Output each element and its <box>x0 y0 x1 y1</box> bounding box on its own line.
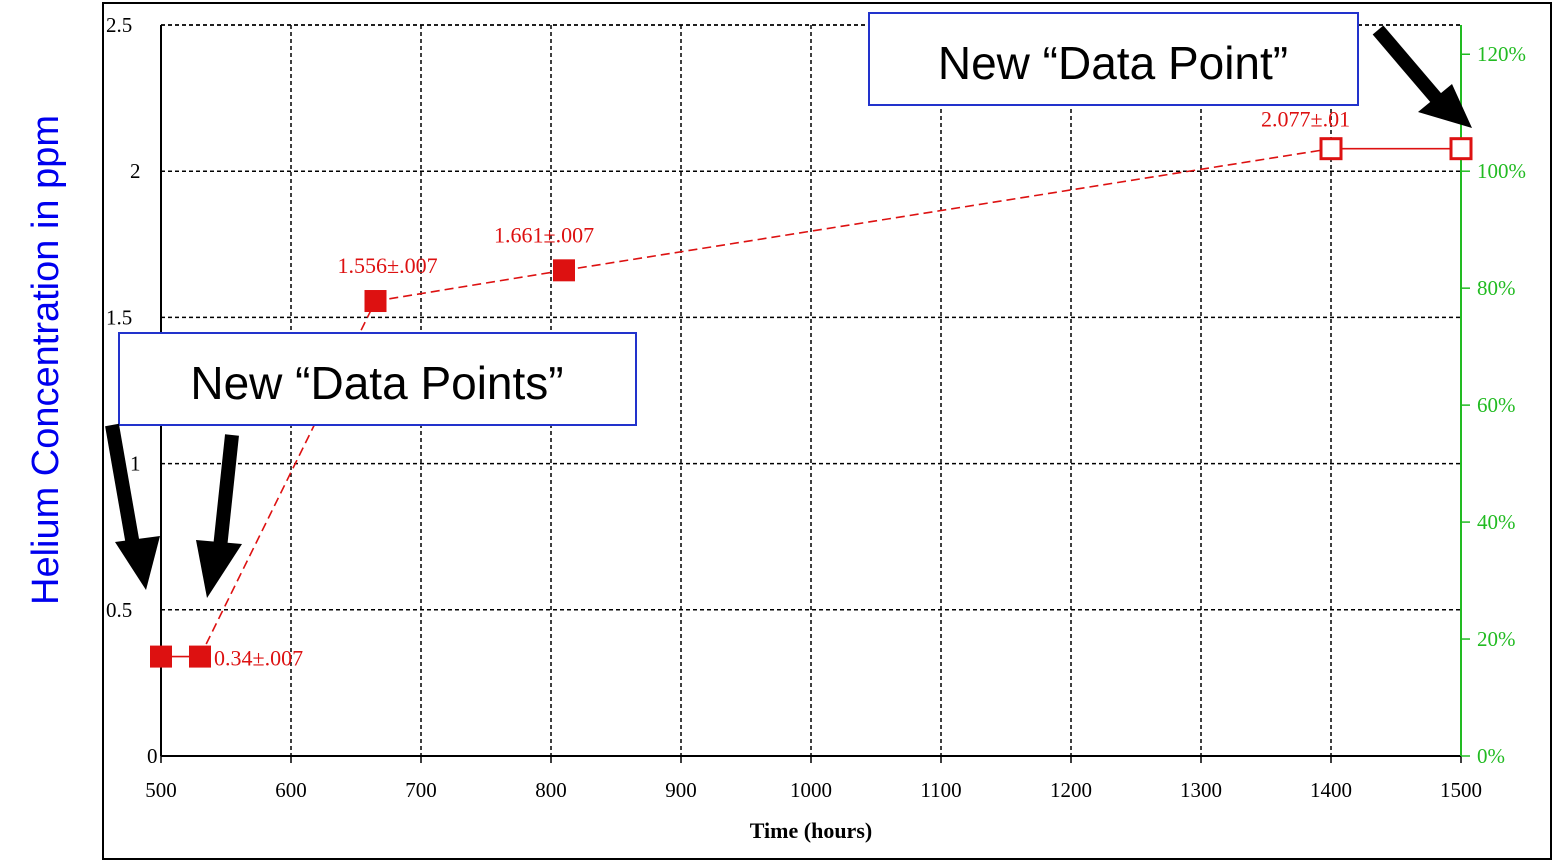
x-tick-labels: 500 600 700 800 900 1000 1100 1200 1300 1400 1500 <box>145 778 1482 802</box>
callout-box-new-data-point <box>868 12 1359 106</box>
x-tick-label-700: 700 <box>405 778 437 802</box>
y2-tick-label-120: 120% <box>1477 42 1526 66</box>
x-tick-label-1000: 1000 <box>790 778 832 802</box>
data-point-4 <box>1319 137 1343 161</box>
x-axis-label: Time (hours) <box>750 818 872 843</box>
plot-frame <box>102 2 1552 860</box>
data-label-1: 1.556±.007 <box>338 253 438 278</box>
x-tick-label-900: 900 <box>665 778 697 802</box>
y2-tick-label-0: 0% <box>1477 744 1505 768</box>
data-labels: 0.34±.007 1.556±.007 1.661±.007 2.077±.01 <box>214 107 1350 671</box>
y-tick-label-0: 0 <box>147 744 158 768</box>
y-axis-label: Helium Concentration in ppm <box>25 115 67 605</box>
y-tick-label-0.5: 0.5 <box>106 598 132 622</box>
y2-tick-label-40: 40% <box>1477 510 1516 534</box>
data-label-0: 0.34±.007 <box>214 646 303 671</box>
x-tick-label-600: 600 <box>275 778 307 802</box>
data-point-2 <box>364 290 387 313</box>
data-point-1 <box>189 645 211 668</box>
callout-box-new-data-points <box>118 332 637 426</box>
x-tick-label-1400: 1400 <box>1310 778 1352 802</box>
arrow-to-latest-point <box>1372 25 1472 128</box>
y2-tick-label-20: 20% <box>1477 627 1516 651</box>
callout-new-data-points: New “Data Points” <box>190 357 563 409</box>
y-tick-label-1: 1 <box>130 452 141 476</box>
data-point-5 <box>1449 137 1473 161</box>
data-point-3 <box>553 259 575 282</box>
x-tick-label-800: 800 <box>535 778 567 802</box>
x-tick-label-1100: 1100 <box>920 778 961 802</box>
y-tick-label-2.5: 2.5 <box>106 13 132 37</box>
y2-tick-label-60: 60% <box>1477 393 1516 417</box>
series-segment-3 <box>563 147 1332 272</box>
data-label-3: 2.077±.01 <box>1261 107 1350 132</box>
series-segment-2 <box>375 269 565 302</box>
x-tick-label-1200: 1200 <box>1050 778 1092 802</box>
y-tick-label-1.5: 1.5 <box>106 305 132 329</box>
arrow-to-first-point <box>105 423 160 590</box>
x-tick-label-500: 500 <box>145 778 177 802</box>
x-tick-label-1300: 1300 <box>1180 778 1222 802</box>
y2-tick-label-80: 80% <box>1477 276 1516 300</box>
arrow-to-second-point <box>196 434 242 598</box>
y2-tick-labels: 0% 20% 40% 60% 80% 100% 120% <box>1477 42 1526 768</box>
y-tick-labels: 0 0.5 1 1.5 2 2.5 <box>106 13 158 768</box>
data-point-0 <box>150 645 172 668</box>
series-points <box>150 137 1473 668</box>
callout-new-data-point: New “Data Point” <box>938 37 1288 89</box>
y2-tick-label-100: 100% <box>1477 159 1526 183</box>
y-tick-label-2: 2 <box>130 159 141 183</box>
data-label-2: 1.661±.007 <box>494 222 594 247</box>
x-tick-label-1500: 1500 <box>1440 778 1482 802</box>
